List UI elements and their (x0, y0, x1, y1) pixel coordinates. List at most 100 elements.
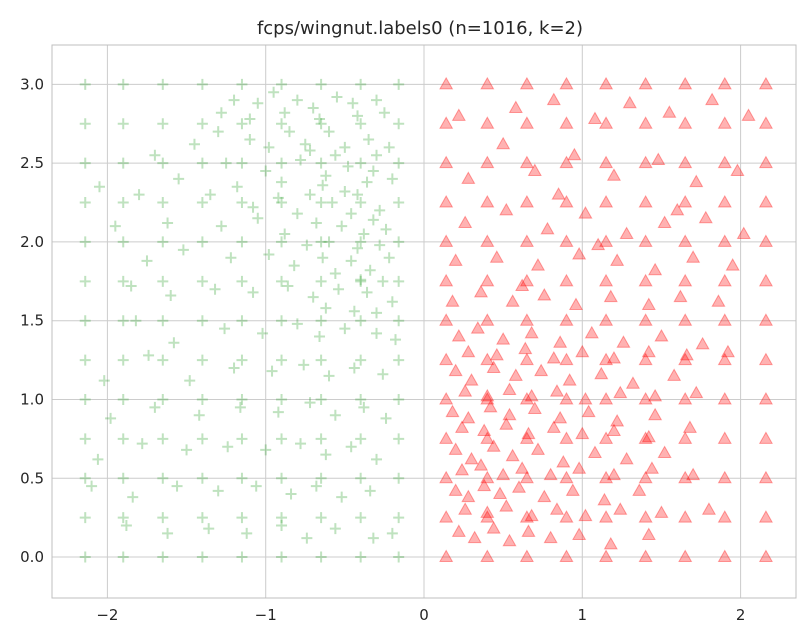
triangle-marker (638, 155, 653, 169)
x-tick-label: 1 (578, 606, 588, 624)
triangle-marker (717, 313, 732, 326)
plus-marker (196, 236, 208, 248)
plus-marker (109, 220, 121, 232)
triangle-marker (648, 407, 663, 421)
plus-marker (345, 255, 357, 267)
triangle-marker (598, 155, 614, 169)
plus-marker (117, 472, 129, 484)
triangle-marker (530, 258, 546, 271)
plus-marker (79, 315, 91, 327)
plus-marker (117, 197, 129, 209)
triangle-marker (657, 445, 672, 459)
plus-marker (117, 433, 129, 445)
triangle-marker (598, 76, 614, 90)
plus-marker (393, 512, 405, 524)
plus-marker (377, 275, 389, 287)
triangle-marker (572, 527, 587, 540)
y-tick-label: 0.5 (20, 469, 44, 487)
plus-marker (323, 370, 335, 382)
plus-marker (314, 113, 326, 125)
triangle-marker (678, 510, 693, 523)
triangle-marker (638, 352, 653, 366)
triangle-marker (480, 549, 495, 563)
plus-marker (79, 236, 91, 248)
plus-marker (348, 305, 360, 317)
plus-marker (241, 527, 253, 539)
plus-marker (355, 157, 367, 169)
triangle-marker (519, 155, 534, 169)
plus-marker (315, 551, 327, 563)
triangle-marker (625, 376, 641, 389)
plus-marker (157, 197, 169, 209)
plus-marker (117, 354, 129, 366)
triangle-marker (638, 234, 653, 247)
triangle-marker (439, 470, 454, 484)
triangle-marker (546, 420, 561, 433)
triangle-marker (758, 431, 773, 444)
plus-marker (355, 274, 367, 286)
triangle-marker (519, 195, 534, 208)
triangle-marker (499, 417, 514, 430)
triangle-marker (638, 116, 653, 129)
plus-marker (355, 433, 367, 445)
chart-title: fcps/wingnut.labels0 (n=1016, k=2) (257, 18, 583, 39)
plus-marker (193, 409, 205, 421)
triangle-marker (483, 399, 498, 413)
triangle-marker (499, 499, 514, 512)
triangle-marker (610, 253, 625, 266)
plus-marker (257, 327, 269, 339)
triangle-marker (480, 195, 495, 208)
plus-marker (196, 157, 208, 169)
plus-marker (157, 275, 169, 287)
plus-marker (236, 275, 248, 287)
triangle-marker (606, 168, 622, 181)
plus-marker (361, 286, 373, 298)
triangle-marker (445, 294, 460, 307)
plus-marker (219, 323, 231, 335)
plus-marker (117, 315, 129, 327)
plus-marker (355, 551, 367, 563)
triangle-marker (486, 439, 501, 452)
triangle-marker (613, 502, 628, 515)
triangle-marker (439, 155, 454, 169)
plus-marker (236, 118, 248, 130)
plus-marker (364, 264, 376, 276)
plus-marker (234, 401, 246, 413)
plus-marker (225, 252, 237, 264)
triangle-marker (638, 195, 653, 208)
plus-marker (326, 197, 338, 209)
triangle-marker (758, 510, 773, 523)
plus-marker (117, 236, 129, 248)
triangle-marker (730, 163, 745, 177)
triangle-marker (448, 483, 463, 496)
plus-marker (276, 157, 288, 169)
plus-marker (244, 113, 256, 125)
plus-marker (380, 223, 392, 235)
plus-marker (310, 480, 322, 492)
plus-marker (367, 214, 379, 226)
triangle-marker (598, 195, 614, 208)
triangle-marker (559, 313, 574, 326)
triangle-marker (678, 273, 693, 287)
plus-marker (272, 406, 284, 418)
triangle-marker (467, 530, 482, 544)
triangle-marker (480, 273, 495, 287)
plus-marker (355, 118, 367, 130)
plus-marker (276, 512, 288, 524)
plus-marker (79, 275, 91, 287)
triangle-marker (480, 313, 495, 326)
triangle-marker (480, 505, 495, 518)
plus-marker (236, 197, 248, 209)
y-tick-label: 3.0 (20, 75, 44, 93)
plus-marker (209, 283, 221, 295)
triangle-marker (575, 426, 590, 440)
plus-marker (352, 242, 364, 254)
plus-marker (315, 512, 327, 524)
triangle-marker (454, 420, 470, 433)
plus-marker (383, 141, 395, 153)
plus-marker (329, 409, 341, 421)
triangle-marker (559, 510, 574, 523)
x-axis-ticks: −2 −1 0 1 2 (96, 606, 745, 624)
y-tick-label: 1.0 (20, 390, 44, 408)
plus-marker (177, 244, 189, 256)
